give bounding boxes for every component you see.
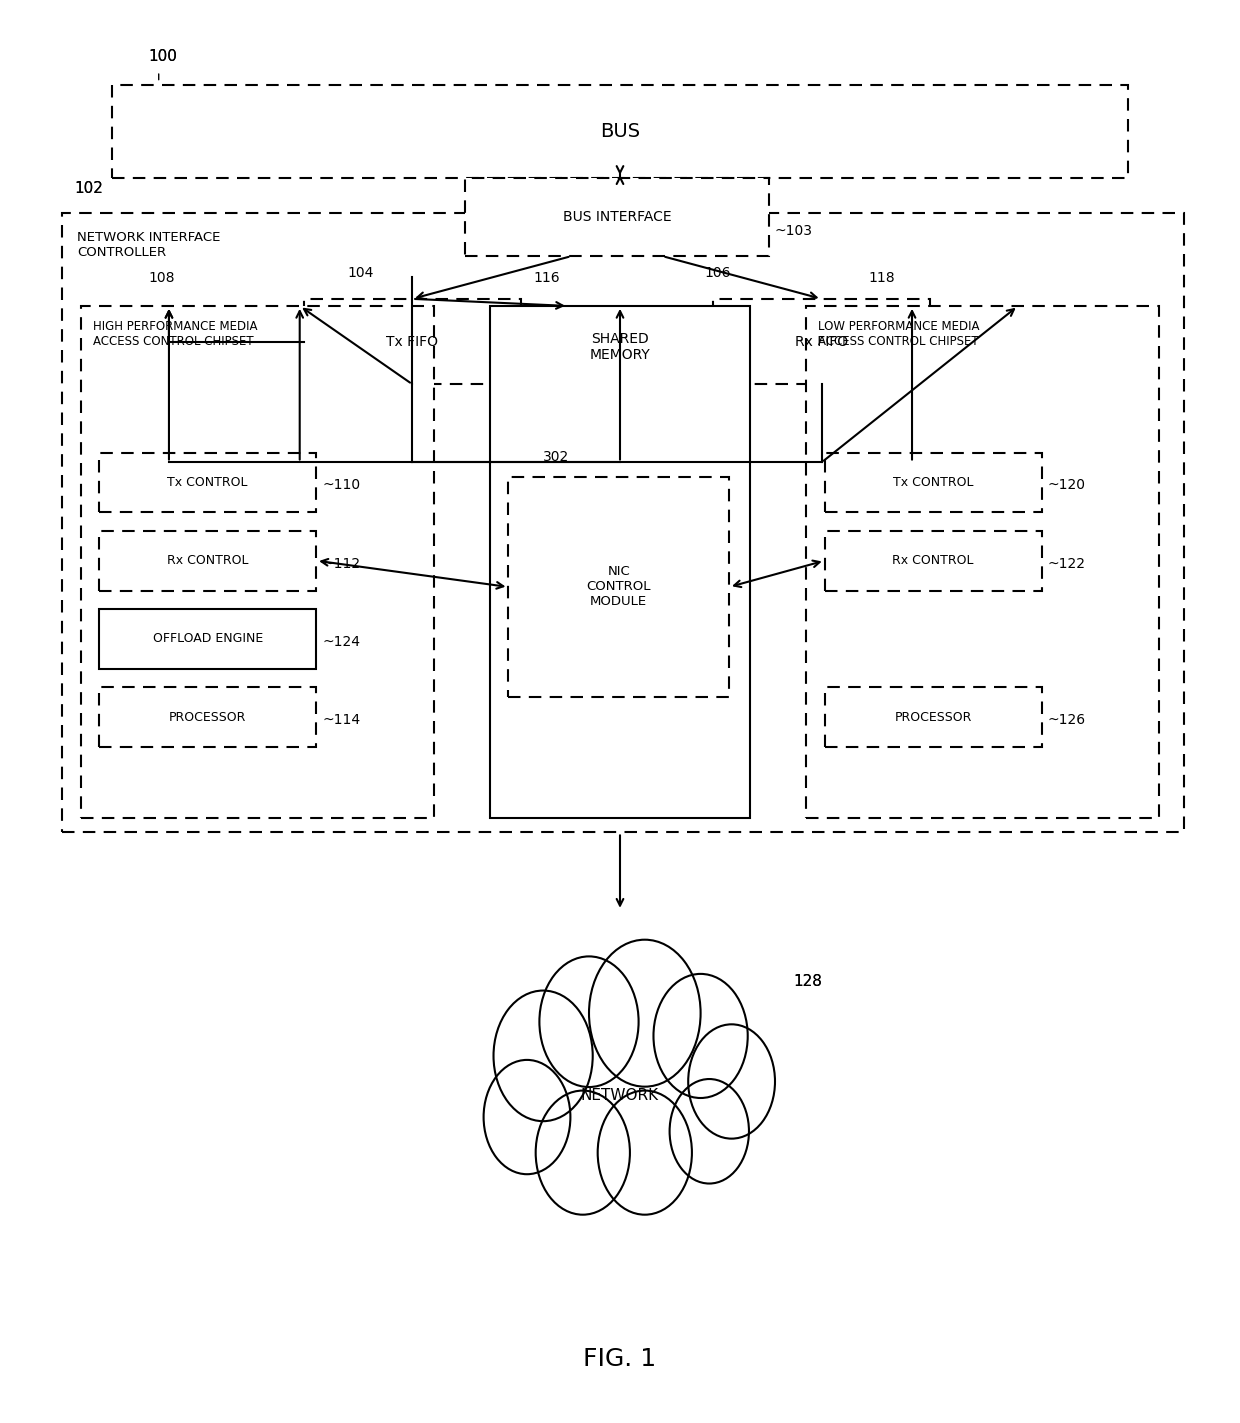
Text: Tx CONTROL: Tx CONTROL [893, 475, 973, 490]
Text: 118: 118 [868, 270, 894, 285]
Text: ~114: ~114 [322, 713, 361, 727]
Text: 128: 128 [794, 973, 822, 989]
Bar [508, 477, 729, 697]
Bar [81, 306, 434, 818]
Ellipse shape [589, 939, 701, 1087]
Bar [825, 687, 1042, 747]
Bar [465, 178, 769, 256]
Text: 108: 108 [149, 270, 175, 285]
Text: 100: 100 [149, 48, 177, 64]
Text: 106: 106 [704, 266, 730, 280]
Text: NETWORK INTERFACE
CONTROLLER: NETWORK INTERFACE CONTROLLER [77, 231, 221, 259]
Text: ~103: ~103 [775, 223, 813, 238]
Ellipse shape [484, 1060, 570, 1174]
Text: FIG. 1: FIG. 1 [584, 1348, 656, 1370]
Ellipse shape [539, 956, 639, 1087]
Ellipse shape [598, 1090, 692, 1215]
Bar [99, 609, 316, 669]
Bar [806, 306, 1159, 818]
Text: 302: 302 [543, 450, 569, 464]
Text: ~122: ~122 [1048, 556, 1086, 571]
Text: Tx FIFO: Tx FIFO [387, 334, 438, 349]
Text: Rx FIFO: Rx FIFO [795, 334, 848, 349]
Text: 104: 104 [347, 266, 373, 280]
Text: BUS INTERFACE: BUS INTERFACE [563, 211, 671, 223]
Text: HIGH PERFORMANCE MEDIA
ACCESS CONTROL CHIPSET: HIGH PERFORMANCE MEDIA ACCESS CONTROL CH… [93, 320, 258, 349]
Text: ~112: ~112 [322, 556, 361, 571]
Ellipse shape [484, 1025, 756, 1167]
Bar [112, 85, 1128, 178]
Bar [304, 299, 521, 384]
Ellipse shape [494, 990, 593, 1121]
Text: ~110: ~110 [322, 478, 361, 492]
Text: NIC
CONTROL
MODULE: NIC CONTROL MODULE [587, 565, 651, 609]
Text: Tx CONTROL: Tx CONTROL [167, 475, 248, 490]
Text: LOW PERFORMANCE MEDIA
ACCESS CONTROL CHIPSET: LOW PERFORMANCE MEDIA ACCESS CONTROL CHI… [818, 320, 980, 349]
Text: NETWORK: NETWORK [580, 1089, 660, 1103]
Text: 102: 102 [74, 181, 103, 196]
Ellipse shape [653, 973, 748, 1099]
Text: ~120: ~120 [1048, 478, 1086, 492]
Text: 116: 116 [533, 270, 559, 285]
Text: Rx CONTROL: Rx CONTROL [167, 554, 248, 568]
Bar [99, 687, 316, 747]
Text: 128: 128 [794, 973, 822, 989]
Ellipse shape [688, 1025, 775, 1138]
Bar [62, 213, 1184, 832]
Bar [490, 306, 750, 818]
Text: 102: 102 [74, 181, 103, 196]
Text: SHARED
MEMORY: SHARED MEMORY [590, 332, 650, 361]
Ellipse shape [536, 1090, 630, 1215]
Bar [713, 299, 930, 384]
Text: BUS: BUS [600, 122, 640, 141]
Bar [99, 531, 316, 591]
Text: PROCESSOR: PROCESSOR [169, 710, 247, 724]
Bar [825, 453, 1042, 512]
Text: OFFLOAD ENGINE: OFFLOAD ENGINE [153, 632, 263, 646]
Bar [825, 531, 1042, 591]
Text: ~126: ~126 [1048, 713, 1086, 727]
Text: ~124: ~124 [322, 635, 361, 649]
Text: PROCESSOR: PROCESSOR [894, 710, 972, 724]
Ellipse shape [670, 1079, 749, 1184]
Bar [99, 453, 316, 512]
Text: 100: 100 [149, 48, 177, 64]
Text: Rx CONTROL: Rx CONTROL [893, 554, 973, 568]
